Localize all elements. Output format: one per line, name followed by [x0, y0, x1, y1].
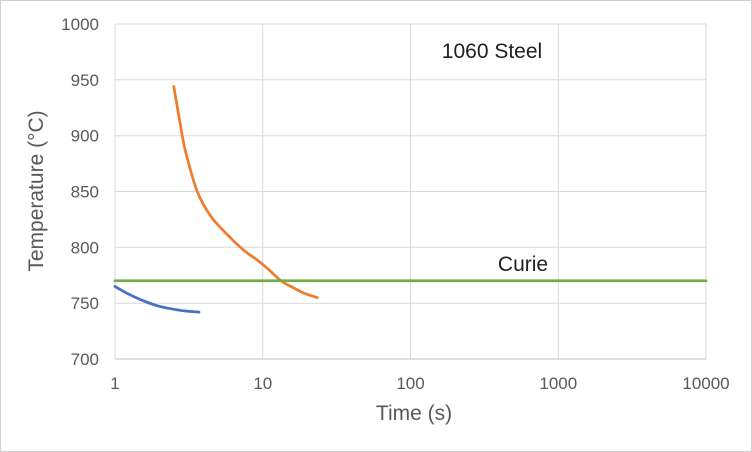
- curie-annotation: Curie: [497, 253, 549, 276]
- x-tick-label-1: 1: [110, 374, 119, 393]
- y-tick-label-850: 850: [71, 183, 99, 202]
- x-tick-label-1000: 1000: [539, 374, 577, 393]
- chart-inner-title: 1060 Steel: [441, 40, 543, 63]
- y-tick-label-1000: 1000: [61, 15, 99, 34]
- x-axis-title: Time (s): [375, 402, 453, 425]
- y-tick-label-900: 900: [71, 127, 99, 146]
- x-tick-label-10: 10: [253, 374, 272, 393]
- y-tick-label-750: 750: [71, 294, 99, 313]
- orange-cooling-curve: [172, 85, 319, 299]
- x-tick-label-10000: 10000: [682, 374, 729, 393]
- x-tick-label-100: 100: [396, 374, 424, 393]
- y-axis-title: Temperature (°C): [24, 110, 48, 272]
- blue-cooling-curve: [113, 285, 201, 314]
- y-tick-label-800: 800: [71, 238, 99, 257]
- y-tick-label-700: 700: [71, 350, 99, 369]
- y-tick-label-950: 950: [71, 71, 99, 90]
